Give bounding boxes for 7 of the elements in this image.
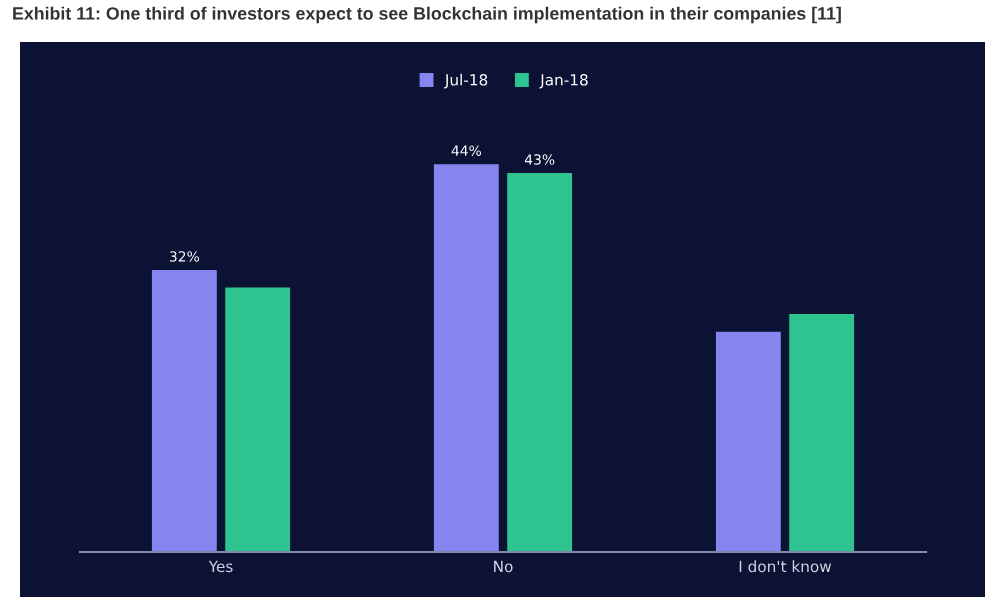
bar [507,173,573,552]
bar [151,269,217,552]
bar [225,287,291,552]
bar [433,164,499,552]
bar [789,314,855,552]
bar [715,331,781,552]
chart-title: Exhibit 11: One third of investors expect to see Blockchain implementation in their companies [11] [13,6,841,24]
